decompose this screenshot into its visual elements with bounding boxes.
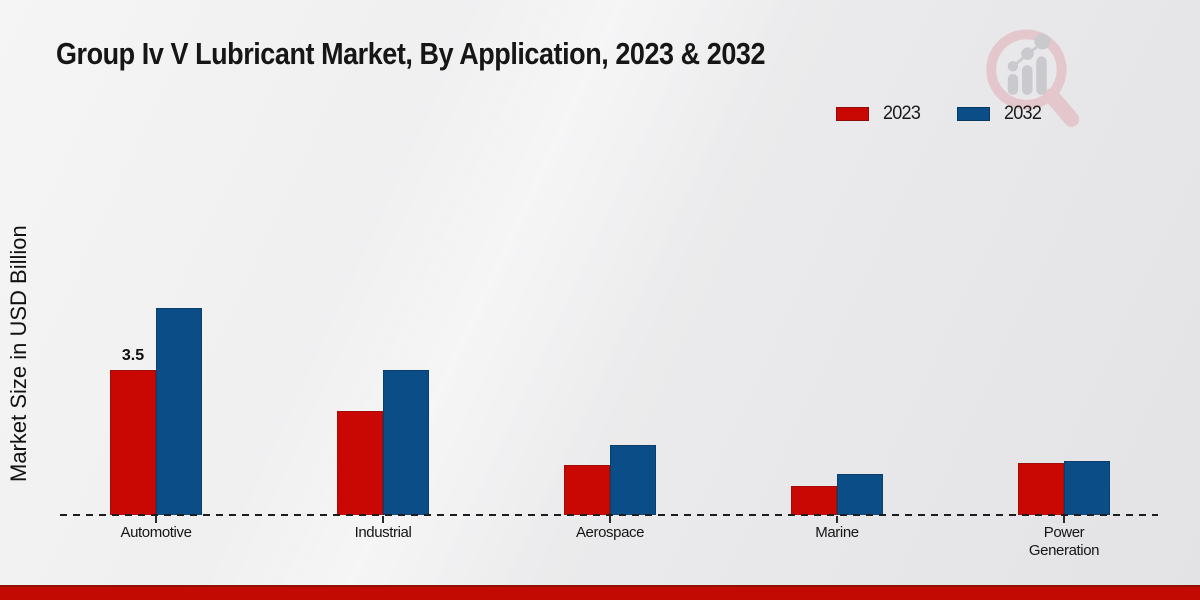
x-axis-category-label-industrial: Industrial (354, 524, 412, 541)
x-axis-tick-marine (836, 516, 838, 523)
x-axis-category-label-marine: Marine (815, 524, 859, 541)
bar-2023-marine (791, 486, 837, 515)
x-axis-category-label-automotive: Automotive (120, 524, 192, 541)
bar-2032-aerospace (610, 445, 656, 515)
legend-item-2032: 2032 (957, 103, 1042, 125)
bar-2032-power-generation (1064, 461, 1110, 515)
x-axis-baseline-dashed (60, 514, 1158, 516)
x-axis-category-label-power-generation: Power Generation (1028, 524, 1100, 559)
x-axis-tick-aerospace (609, 516, 611, 523)
x-axis-tick-automotive (155, 516, 157, 523)
legend-label-2023: 2023 (882, 103, 921, 124)
legend-swatch-2023 (836, 107, 869, 121)
magnifier-bar-chart-watermark-icon (986, 29, 1080, 127)
x-axis-tick-power-generation (1063, 516, 1065, 523)
legend-item-2023: 2023 (836, 103, 921, 125)
bar-2032-marine (837, 474, 883, 515)
bar-2023-industrial (337, 411, 383, 515)
x-axis-category-label-aerospace: Aerospace (575, 524, 645, 541)
x-axis-tick-industrial (382, 516, 384, 523)
legend: 2023 2032 (836, 103, 1042, 125)
legend-swatch-2032 (957, 107, 991, 121)
bar-2023-aerospace (564, 465, 610, 515)
bar-2023-power-generation (1018, 463, 1064, 515)
bar-2023-automotive (110, 370, 156, 515)
footer-accent-bar (0, 585, 1200, 600)
legend-label-2032: 2032 (1004, 103, 1042, 124)
bar-2032-industrial (383, 370, 429, 515)
chart-title: Group Iv V Lubricant Market, By Applicat… (56, 36, 766, 71)
bar-value-label-2023-automotive: 3.5 (121, 347, 145, 364)
bar-2032-automotive (156, 308, 202, 515)
